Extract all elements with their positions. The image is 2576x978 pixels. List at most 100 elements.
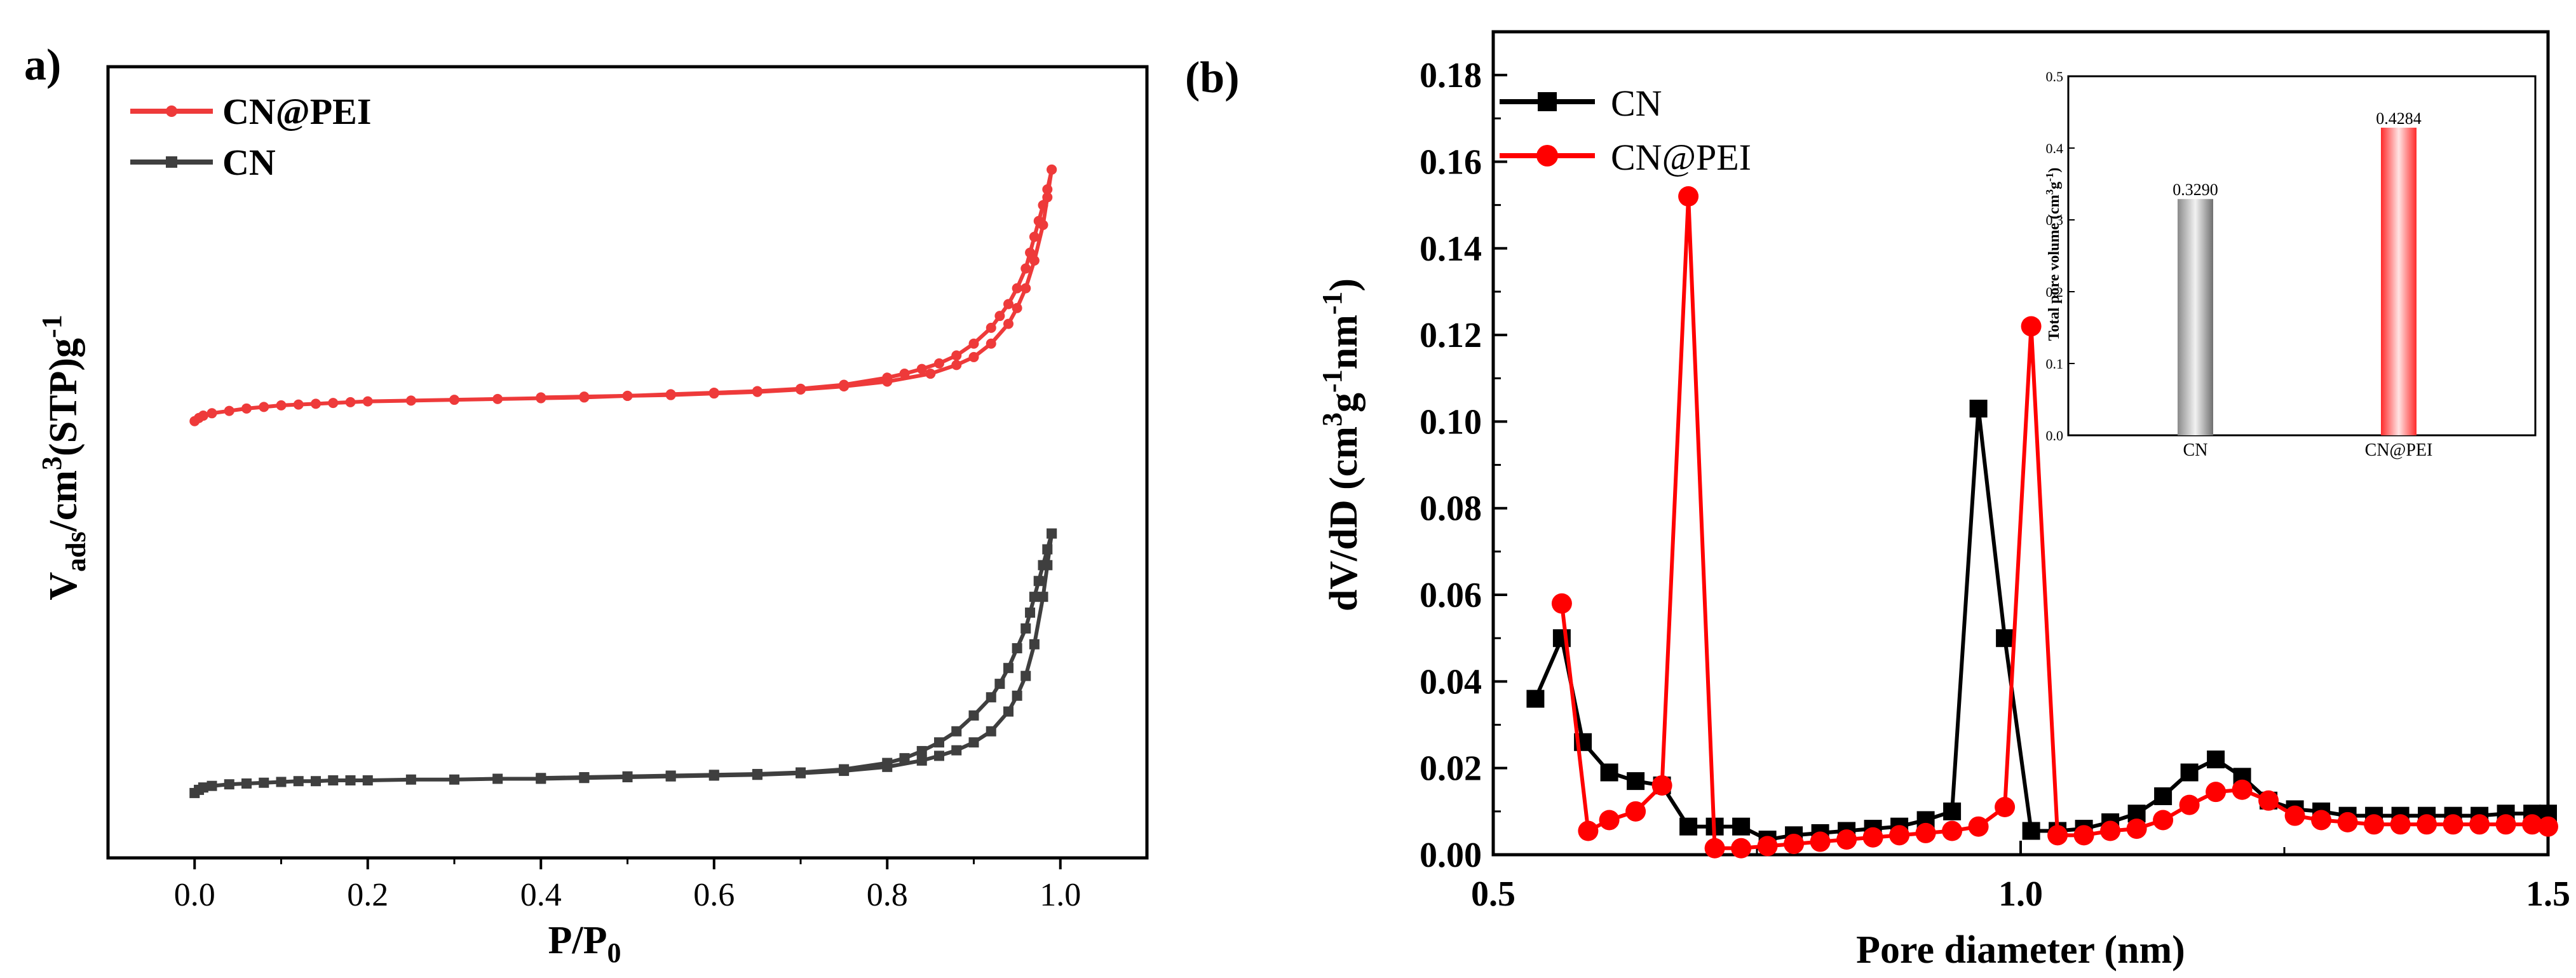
panel-a-cn-point (1012, 643, 1022, 654)
panel-b-y-tick-label: 0.16 (1420, 142, 1482, 182)
panel-a-cn-point (994, 679, 1005, 689)
panel-a-cn-point (934, 737, 944, 748)
panel-a-cnpei-point (276, 400, 287, 411)
inset-y-tick-label: 0.0 (2046, 428, 2064, 444)
panel-a-cnpei-point (241, 403, 252, 414)
panel-a-cnpei-point (1012, 283, 1022, 294)
panel-a-x-tick-label: 0.6 (693, 877, 735, 913)
panel-a-cn-point (899, 753, 910, 764)
panel-b-cnpei-point (2073, 825, 2094, 846)
panel-a-cn-point (198, 782, 208, 793)
inset-bar-cnpei (2381, 127, 2417, 435)
inset-y-tick-label: 0.5 (2046, 69, 2064, 85)
panel-a-cnpei-point (579, 391, 590, 402)
panel-b-y-tick-label: 0.00 (1420, 836, 1482, 875)
panel-b: (b) 0.5 1.0 1.5 0.000.020.040.060.080.100.… (1185, 30, 2570, 972)
panel-a-x-ticks (193, 858, 1062, 869)
panel-b-cn-point (2180, 763, 2199, 782)
panel-a-cnpei-point (899, 369, 910, 379)
panel-b-cnpei-point (1784, 833, 1805, 854)
panel-b-cn-point (1732, 817, 1751, 836)
panel-b-cnpei-point (2021, 316, 2042, 337)
panel-a-cnpei-point (708, 387, 719, 398)
panel-b-cnpei-point (2258, 790, 2279, 811)
panel-a-y-label-part-1: V (42, 572, 85, 601)
panel-a-cnpei-point (345, 397, 356, 407)
panel-b-cnpei-point (2443, 814, 2464, 835)
panel-b-cn-point (1943, 802, 1962, 820)
panel-b-cnpei-point (1678, 186, 1699, 207)
panel-b-cnpei-point (1625, 801, 1646, 822)
inset-y-tick-label: 0.1 (2046, 356, 2064, 372)
panel-b-cnpei-point (2100, 820, 2121, 841)
inset-frame (2067, 75, 2537, 437)
panel-b-cn-point (2154, 787, 2173, 805)
panel-b-y-tick-label: 0.14 (1420, 229, 1482, 269)
panel-a-cn-point (796, 767, 806, 778)
panel-b-cnpei-point (1836, 829, 1857, 850)
panel-b-cnpei-point (2538, 816, 2558, 837)
panel-a-x-tick-label: 0.4 (520, 877, 562, 913)
panel-b-y-tick-label: 0.06 (1420, 576, 1482, 615)
panel-a-cnpei-point (1025, 247, 1036, 258)
panel-a-y-label-part-3: /cm (42, 470, 85, 532)
panel-a-cnpei-point (665, 389, 676, 400)
panel-a-label: a) (24, 41, 61, 90)
panel-a-cn-point (293, 776, 304, 787)
panel-a-cn-point (1042, 544, 1053, 555)
panel-b-x-tick-label: 1.5 (2526, 874, 2570, 914)
panel-a-cn-point (951, 726, 962, 737)
panel-b-y-axis-label: dV/dD (cm3g-1nm-1) (1317, 278, 1366, 611)
panel-a-cn-point (1025, 608, 1036, 618)
panel-b-y-label-part-3: g (1322, 393, 1366, 412)
panel-b-cnpei-point (1968, 816, 1989, 837)
panel-a-cn-point (916, 745, 927, 756)
panel-b-cnpei-point (1889, 825, 1910, 846)
inset-y-label-part-2: 3 (2044, 189, 2056, 195)
panel-a-cn-point (405, 774, 416, 785)
inset-y-label-part-4: -1 (2044, 173, 2056, 182)
legend-b-cnpei-label: CN@PEI (1611, 137, 1751, 178)
panel-a-cn-point (1038, 592, 1048, 602)
inset-y-tick-label: 0.3 (2046, 212, 2064, 228)
panel-a-cnpei-point (986, 338, 996, 349)
panel-a-cn-point (622, 771, 633, 782)
panel-a-cnpei-point (536, 392, 546, 403)
panel-b-cnpei-point (1995, 797, 2016, 818)
inset-x-tick-label: CN@PEI (2365, 440, 2433, 460)
panel-a-cn-point (1003, 663, 1013, 674)
panel-b-cnpei-point (1915, 822, 1936, 843)
panel-b-cnpei-point (2390, 814, 2411, 835)
panel-a-cn-point (1003, 706, 1013, 717)
panel-a-cn-point (986, 726, 996, 737)
panel-a-x-tick-labels: 0.0 0.2 0.4 0.6 0.8 1.0 (174, 877, 1081, 913)
panel-a-y-label-part-6: -1 (36, 315, 67, 338)
panel-a-cn-point (951, 745, 962, 756)
panel-b-cnpei-point (1599, 810, 1620, 831)
panel-b-cn-line (1533, 408, 2548, 842)
legend-cn-marker (166, 156, 177, 168)
inset-axes: 0.0 0.1 0.2 0.3 0.4 0.5 CN CN@PEI (2046, 69, 2433, 460)
panel-a-cnpei-point (1003, 299, 1013, 309)
panel-a-cnpei-point (916, 363, 927, 374)
panel-a-cnpei-point (986, 322, 996, 333)
panel-a-cnpei-point (362, 396, 373, 407)
inset-bars: 0.3290 0.4284 (2173, 109, 2422, 435)
panel-b-cnpei-point (2337, 812, 2358, 832)
panel-b-y-tick-label: 0.12 (1420, 316, 1482, 355)
panel-a-cnpei-point (1042, 184, 1053, 194)
panel-a-cnpei-point (752, 386, 763, 397)
panel-a-cn-point (708, 770, 719, 780)
panel-a-cn-point (276, 777, 287, 787)
legend-cn-label: CN (222, 142, 276, 183)
panel-b-cnpei-point (2206, 782, 2227, 803)
panel-a-frame (106, 65, 1149, 860)
inset-chart: 0.00.10.20.30.40.5CN CN@PEI 0.32900.4284 … (2044, 69, 2537, 460)
panel-a-cnpei-point (1029, 255, 1040, 266)
panel-b-cn-point (1969, 399, 1988, 418)
panel-b-y-label-part-4: -1 (1317, 369, 1348, 393)
panel-a-cnpei-point (994, 311, 1005, 322)
panel-a-cnpei-point (405, 395, 416, 406)
panel-a-cn-point (1029, 639, 1040, 649)
panel-a-cn-point (968, 737, 979, 748)
